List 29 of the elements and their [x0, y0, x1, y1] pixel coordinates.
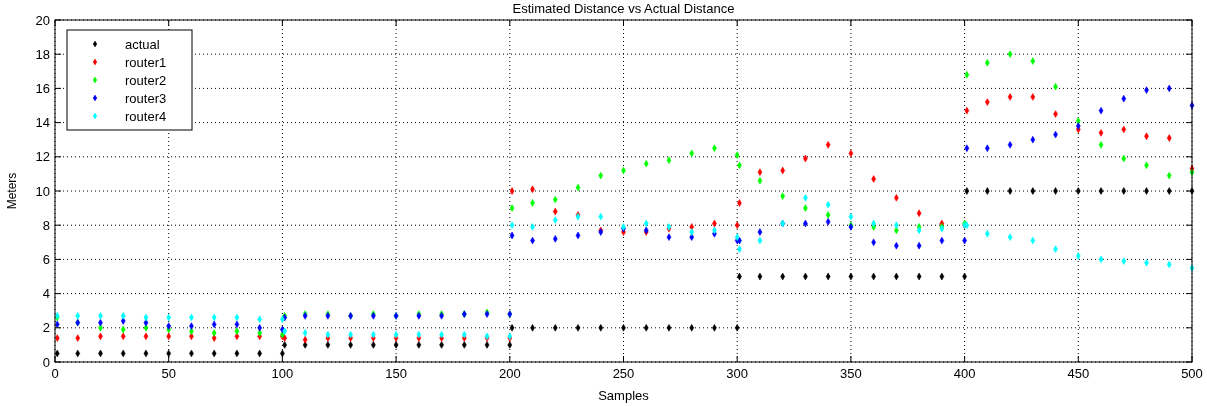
- legend-label: router4: [125, 108, 167, 124]
- x-tick-label: 100: [271, 366, 294, 381]
- y-tick-label: 16: [35, 80, 50, 96]
- y-tick-label: 8: [42, 217, 50, 233]
- x-tick-label: 350: [840, 366, 862, 381]
- y-tick-label: 14: [35, 115, 50, 131]
- y-tick-label: 20: [35, 12, 50, 28]
- x-tick-label: 500: [1181, 366, 1203, 381]
- x-tick-label: 200: [498, 366, 521, 381]
- chart-title: Estimated Distance vs Actual Distance: [512, 1, 735, 16]
- y-tick-label: 12: [35, 149, 50, 165]
- x-tick-label: 150: [385, 366, 407, 381]
- y-tick-label: 10: [35, 183, 50, 199]
- y-tick-label: 18: [35, 46, 50, 62]
- x-tick-label: 50: [161, 366, 176, 381]
- x-tick-label: 450: [1067, 366, 1090, 381]
- y-tick-label: 6: [42, 251, 50, 267]
- x-axis-title: Samples: [598, 388, 650, 403]
- x-tick-label: 300: [726, 366, 749, 381]
- legend-label: actual: [125, 36, 160, 52]
- legend-label: router1: [125, 54, 167, 70]
- y-axis-title: Meters: [5, 172, 19, 210]
- y-tick-label: 0: [42, 354, 50, 370]
- y-tick-label: 4: [42, 286, 50, 302]
- legend-label: router3: [125, 90, 167, 106]
- x-tick-label: 400: [953, 366, 976, 381]
- y-tick-label: 2: [42, 320, 50, 336]
- x-tick-label: 250: [612, 366, 635, 381]
- legend-label: router2: [125, 72, 167, 88]
